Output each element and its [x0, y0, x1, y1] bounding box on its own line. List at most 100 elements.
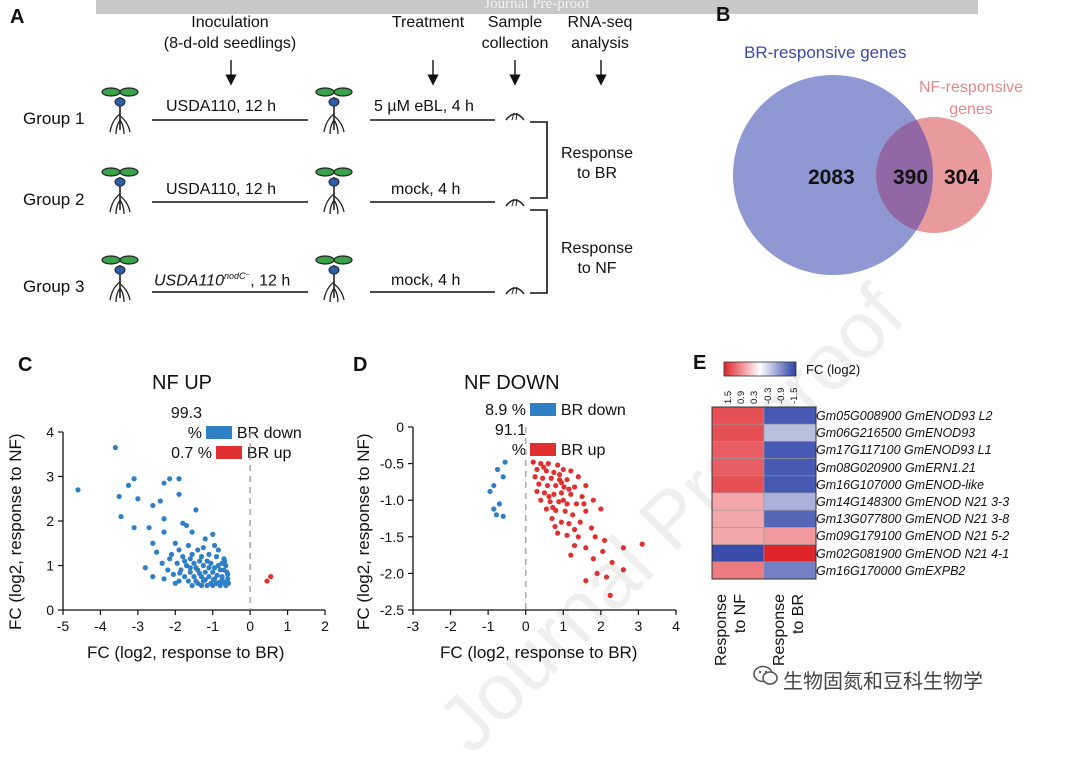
heatmap-cell-br: [763, 441, 817, 459]
data-point: [583, 578, 589, 584]
bracket-br: [530, 121, 548, 199]
panel-a-diagram: [101, 60, 607, 303]
data-point: [564, 477, 570, 483]
data-point: [602, 537, 608, 544]
data-point: [598, 506, 604, 512]
data-point: [592, 534, 598, 540]
data-point: [561, 484, 567, 490]
data-point: [193, 565, 199, 571]
panel-a-label: A: [10, 6, 25, 28]
data-point: [161, 516, 167, 522]
legend-pct: 99.3 %: [170, 405, 202, 442]
data-point: [548, 475, 554, 481]
data-point: [170, 571, 177, 577]
x-tick-label: -2: [444, 618, 457, 634]
data-point: [222, 558, 228, 564]
heatmap-cell-nf: [711, 509, 765, 528]
y-tick-label: -1.0: [380, 492, 404, 508]
header-treatment: Treatment: [391, 14, 465, 31]
panel-e-label: E: [693, 352, 707, 374]
data-point: [494, 466, 501, 473]
data-point: [210, 531, 216, 537]
header-inoculation: Inoculation (8-d-old seedlings): [163, 14, 297, 52]
data-point: [564, 501, 570, 507]
data-point: [550, 504, 556, 511]
data-point: [607, 592, 613, 598]
data-point: [150, 502, 156, 509]
panel-b-label: B: [716, 4, 731, 26]
y-tick-label: -2.0: [380, 565, 404, 581]
data-point: [157, 498, 163, 504]
chart-c-xlabel: FC (log2, response to BR): [87, 643, 285, 662]
heatmap-legend-tick: -0.3: [762, 387, 774, 404]
tube-icon: [505, 198, 525, 207]
strain-superscript: nodC⁻: [223, 271, 251, 281]
wechat-watermark: 生物固氮和豆科生物学: [783, 671, 983, 693]
data-point: [174, 560, 180, 566]
data-point: [206, 551, 212, 557]
data-point: [558, 490, 565, 496]
data-point: [571, 484, 578, 490]
data-point: [183, 562, 190, 569]
data-point: [118, 513, 124, 520]
data-point: [223, 562, 229, 569]
heatmap-gene-label: Gm08G020900 GmERN1.21: [816, 460, 976, 475]
data-point: [185, 578, 191, 584]
response-to-br: Response to BR: [560, 145, 634, 182]
data-point: [172, 540, 178, 546]
heatmap-gene-label: Gm17G117100 GmENOD93 L1: [816, 443, 992, 458]
x-tick-label: 1: [559, 618, 567, 634]
data-point: [491, 506, 497, 512]
data-point: [211, 542, 218, 549]
data-point: [575, 474, 581, 480]
data-point: [183, 522, 190, 529]
group-3-treatment: mock, 4 h: [391, 272, 461, 289]
seedling-icon: [101, 255, 139, 303]
data-point: [583, 482, 589, 489]
data-point: [165, 567, 171, 573]
data-point: [187, 569, 193, 575]
data-point: [502, 459, 508, 465]
data-point: [168, 551, 175, 557]
x-tick-label: 2: [321, 618, 329, 634]
data-point: [549, 515, 555, 522]
data-point: [551, 469, 557, 475]
data-point: [75, 487, 81, 493]
legend-swatch: [216, 446, 243, 459]
header-sample-collection: Sample collection: [481, 14, 549, 52]
data-point: [216, 579, 223, 586]
y-tick-label: 0: [396, 420, 404, 435]
tube-icon: [505, 286, 525, 295]
heatmap-legend-tick: 1.5: [723, 390, 734, 404]
data-point: [159, 560, 165, 566]
data-point: [545, 461, 551, 467]
data-point: [198, 582, 205, 589]
data-point: [566, 521, 572, 527]
data-point: [187, 556, 193, 562]
data-point: [176, 547, 182, 553]
data-point: [198, 554, 205, 560]
data-point: [500, 474, 506, 480]
data-point: [536, 481, 542, 487]
scatter-chart-nf-up: -5 -4 -3 -2 -1 0 1 2 0 1 2 3 4: [46, 424, 329, 634]
x-tick-label: -3: [407, 618, 420, 634]
chart-d-ylabel: FC (log2, response to NF): [354, 433, 373, 630]
group-2-treatment: mock, 4 h: [391, 181, 461, 198]
header-rnaseq: RNA-seq analysis: [567, 14, 633, 52]
y-tick-label: -1.5: [380, 529, 404, 545]
heatmap-gene-label: Gm09G179100 GmENOD N21 5-2: [816, 529, 1010, 544]
x-tick-label: 4: [672, 618, 680, 634]
data-point: [172, 580, 178, 586]
data-point: [217, 567, 223, 573]
data-point: [187, 565, 193, 571]
data-point: [176, 476, 182, 482]
data-point: [191, 574, 197, 580]
chart-c-title: NF UP: [152, 372, 212, 394]
data-point: [180, 554, 186, 560]
data-point: [579, 493, 585, 500]
data-point: [493, 512, 500, 518]
heatmap-cell-nf: [711, 441, 765, 459]
x-tick-label: -1: [482, 618, 495, 634]
heatmap-gene-label: Gm16G170000 GmEXPB2: [816, 563, 966, 578]
data-point: [573, 501, 580, 507]
